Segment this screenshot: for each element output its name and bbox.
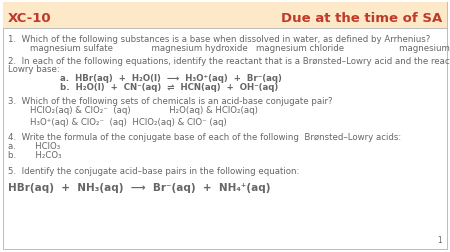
- Text: HClO₂(aq) & ClO₂⁻  (aq)              H₂O(aq) & HClO₂(aq): HClO₂(aq) & ClO₂⁻ (aq) H₂O(aq) & HClO₂(a…: [30, 106, 258, 115]
- Text: b.       H₂CO₃: b. H₂CO₃: [8, 150, 62, 159]
- Bar: [3, 3, 447, 29]
- Text: XC-10: XC-10: [8, 11, 52, 24]
- Text: 5.  Identify the conjugate acid–base pairs in the following equation:: 5. Identify the conjugate acid–base pair…: [8, 166, 299, 175]
- Text: a.  HBr(aq)  +  H₂O(l)  ⟶  H₃O⁺(aq)  +  Br⁻(aq): a. HBr(aq) + H₂O(l) ⟶ H₃O⁺(aq) + Br⁻(aq): [60, 74, 282, 83]
- Text: magnesium sulfate              magnesium hydroxide   magnesium chloride         : magnesium sulfate magnesium hydroxide ma…: [8, 44, 450, 53]
- Text: Due at the time of SA: Due at the time of SA: [281, 11, 442, 24]
- Text: 1: 1: [437, 235, 442, 244]
- Text: 3.  Which of the following sets of chemicals is an acid-base conjugate pair?: 3. Which of the following sets of chemic…: [8, 97, 333, 106]
- Text: b.  H₂O(l)  +  CN⁻(aq)  ⇌  HCN(aq)  +  OH⁻(aq): b. H₂O(l) + CN⁻(aq) ⇌ HCN(aq) + OH⁻(aq): [60, 83, 278, 92]
- Text: HBr(aq)  +  NH₃(aq)  ⟶  Br⁻(aq)  +  NH₄⁺(aq): HBr(aq) + NH₃(aq) ⟶ Br⁻(aq) + NH₄⁺(aq): [8, 182, 270, 192]
- Text: H₃O⁺(aq) & ClO₂⁻  (aq)  HClO₂(aq) & ClO⁻ (aq): H₃O⁺(aq) & ClO₂⁻ (aq) HClO₂(aq) & ClO⁻ (…: [30, 117, 227, 127]
- Text: 4.  Write the formula of the conjugate base of each of the following  Brønsted–L: 4. Write the formula of the conjugate ba…: [8, 133, 401, 141]
- Text: 1.  Which of the following substances is a base when dissolved in water, as defi: 1. Which of the following substances is …: [8, 35, 430, 44]
- Text: Lowry base:: Lowry base:: [8, 65, 60, 74]
- Text: a.       HClO₃: a. HClO₃: [8, 141, 60, 150]
- Text: 2.  In each of the following equations, identify the reactant that is a Brønsted: 2. In each of the following equations, i…: [8, 57, 450, 66]
